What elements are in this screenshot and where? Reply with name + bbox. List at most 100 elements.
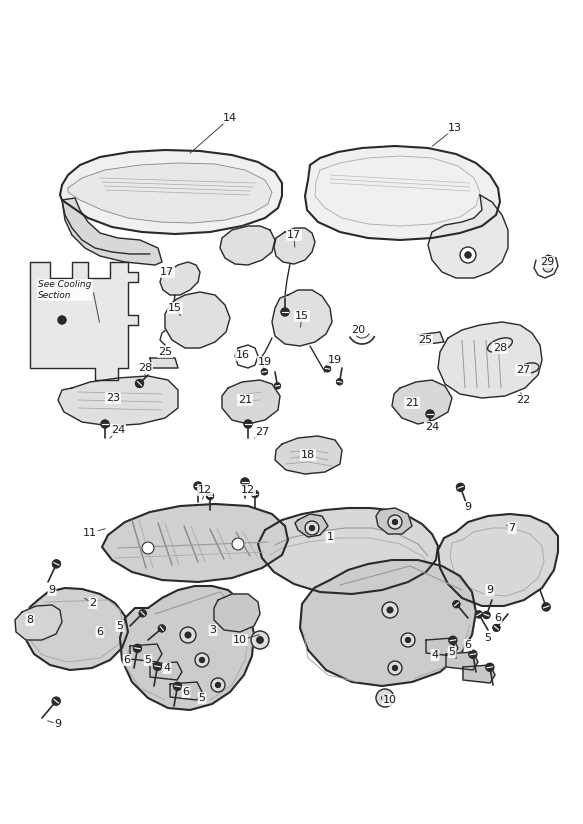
Text: 29: 29 — [540, 257, 554, 267]
Polygon shape — [62, 198, 162, 265]
Circle shape — [199, 658, 205, 662]
Polygon shape — [160, 262, 200, 295]
Circle shape — [139, 610, 146, 617]
Polygon shape — [300, 560, 476, 686]
Text: 5: 5 — [484, 633, 491, 643]
Text: 17: 17 — [160, 267, 174, 277]
Text: 27: 27 — [516, 365, 530, 375]
Circle shape — [52, 559, 61, 568]
Circle shape — [469, 650, 477, 658]
Circle shape — [153, 662, 161, 670]
Text: 5: 5 — [448, 647, 455, 657]
Polygon shape — [150, 358, 178, 368]
Circle shape — [460, 247, 476, 263]
Text: 6: 6 — [465, 640, 472, 650]
Circle shape — [251, 490, 258, 498]
Polygon shape — [438, 322, 542, 398]
Circle shape — [101, 420, 109, 428]
Circle shape — [185, 632, 191, 638]
Text: 27: 27 — [255, 427, 269, 437]
Text: 13: 13 — [448, 123, 462, 133]
Polygon shape — [102, 504, 288, 582]
Circle shape — [135, 380, 143, 387]
Text: 25: 25 — [418, 335, 432, 345]
Polygon shape — [426, 638, 458, 656]
Circle shape — [206, 493, 213, 499]
Circle shape — [52, 697, 60, 705]
Text: 6: 6 — [494, 613, 501, 623]
Polygon shape — [170, 682, 202, 700]
Text: 5: 5 — [117, 621, 124, 631]
Text: 20: 20 — [351, 325, 365, 335]
Circle shape — [476, 611, 483, 618]
Circle shape — [58, 316, 66, 324]
Text: 9: 9 — [54, 719, 62, 729]
Text: 24: 24 — [111, 425, 125, 435]
Polygon shape — [428, 195, 508, 278]
Text: 28: 28 — [138, 363, 152, 373]
Text: 7: 7 — [508, 523, 515, 533]
Circle shape — [449, 636, 457, 644]
Polygon shape — [446, 652, 478, 670]
Polygon shape — [222, 380, 280, 424]
Circle shape — [456, 484, 465, 491]
Circle shape — [483, 611, 490, 619]
Text: 15: 15 — [168, 303, 182, 313]
Circle shape — [388, 661, 402, 675]
Text: 9: 9 — [48, 585, 55, 595]
Text: 12: 12 — [198, 485, 212, 495]
Text: 8: 8 — [26, 615, 34, 625]
Circle shape — [401, 633, 415, 647]
Text: 5: 5 — [145, 655, 152, 665]
Circle shape — [257, 637, 263, 644]
Circle shape — [542, 603, 550, 611]
Circle shape — [392, 520, 398, 524]
Text: 28: 28 — [493, 343, 507, 353]
Text: 3: 3 — [209, 625, 216, 635]
Text: 12: 12 — [241, 485, 255, 495]
Text: 9: 9 — [486, 585, 494, 595]
Text: 2: 2 — [89, 598, 97, 608]
Circle shape — [241, 478, 249, 486]
Polygon shape — [220, 226, 275, 265]
Polygon shape — [275, 436, 342, 474]
Circle shape — [251, 631, 269, 649]
Text: 21: 21 — [405, 398, 419, 408]
Text: 9: 9 — [465, 502, 472, 512]
Polygon shape — [24, 588, 128, 670]
Polygon shape — [130, 644, 162, 662]
Text: 5: 5 — [198, 693, 205, 703]
Circle shape — [244, 420, 252, 428]
Circle shape — [392, 666, 398, 671]
Text: 15: 15 — [295, 311, 309, 321]
Polygon shape — [68, 163, 272, 223]
Circle shape — [426, 410, 434, 418]
Ellipse shape — [521, 363, 539, 373]
Polygon shape — [392, 380, 452, 424]
Circle shape — [261, 369, 268, 375]
Polygon shape — [274, 228, 315, 264]
Circle shape — [194, 482, 202, 490]
Text: 19: 19 — [258, 357, 272, 367]
Text: 10: 10 — [233, 635, 247, 645]
Circle shape — [453, 601, 460, 608]
Circle shape — [281, 308, 289, 316]
Polygon shape — [60, 150, 282, 234]
Circle shape — [211, 678, 225, 692]
Polygon shape — [258, 508, 438, 594]
Circle shape — [180, 627, 196, 643]
Polygon shape — [295, 514, 328, 537]
Text: 16: 16 — [236, 350, 250, 360]
Text: 21: 21 — [238, 395, 252, 405]
Polygon shape — [120, 586, 254, 710]
Text: 1: 1 — [326, 532, 333, 542]
Text: See Cooling
Section: See Cooling Section — [38, 280, 92, 300]
Circle shape — [376, 689, 394, 707]
Circle shape — [216, 682, 220, 687]
Polygon shape — [58, 376, 178, 426]
Text: 22: 22 — [516, 395, 530, 405]
Circle shape — [336, 379, 343, 385]
Polygon shape — [438, 514, 558, 606]
Ellipse shape — [487, 338, 512, 352]
Circle shape — [159, 625, 166, 632]
